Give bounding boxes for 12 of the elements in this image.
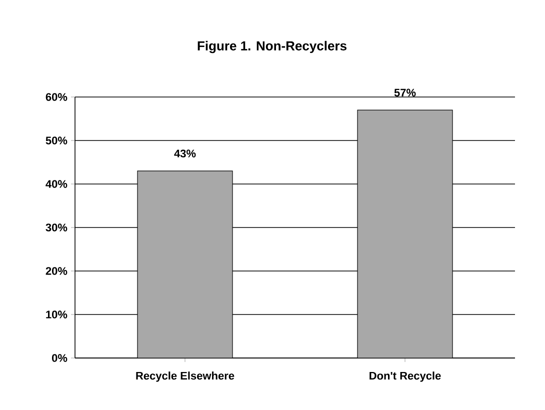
y-tick-label: 40% <box>46 180 68 188</box>
y-tick-label: 10% <box>46 310 68 318</box>
x-tick-label: Don't Recycle <box>370 372 441 382</box>
data-label: 57% <box>394 88 416 97</box>
chart-title: Figure 1. Non-Recyclers <box>198 40 346 54</box>
y-tick-label: 0% <box>52 354 68 362</box>
x-tick-label: Recycle Elsewhere <box>136 372 234 382</box>
y-tick-label: 30% <box>46 224 68 232</box>
data-label: 43% <box>174 150 196 158</box>
y-tick-label: 60% <box>46 93 68 101</box>
y-tick-label: 50% <box>46 136 68 144</box>
y-tick-label: 20% <box>46 267 68 275</box>
